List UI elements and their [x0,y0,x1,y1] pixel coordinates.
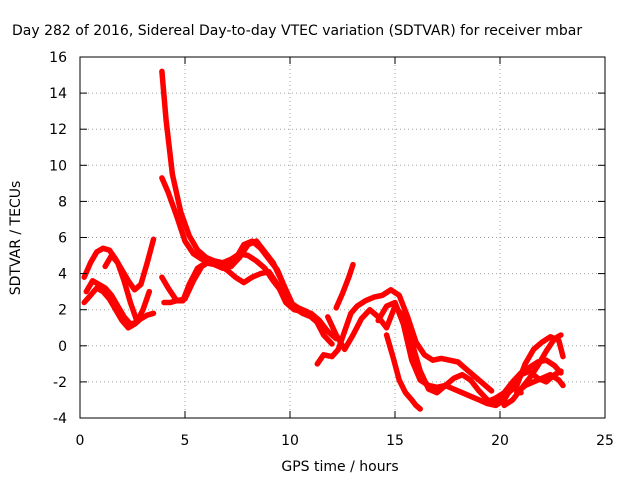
y-tick-label: 8 [58,194,67,210]
series-group [81,68,566,412]
series-sat-4 [102,252,140,324]
series-sat-8 [161,238,293,306]
series-sat-7 [159,258,339,342]
y-tick-label: 0 [58,339,67,355]
series-sat-15 [493,357,564,401]
chart-title: Day 282 of 2016, Sidereal Day-to-day VTE… [12,23,582,39]
series-sat-3 [81,285,157,331]
series-sat-17 [514,371,566,396]
y-tick-label: -4 [53,411,67,427]
y-tick-label: 4 [58,267,67,283]
x-tick-label: 15 [386,433,404,449]
y-tick-label: 16 [49,50,67,66]
series-sat-5 [159,68,335,347]
series-sat-12 [383,332,423,412]
y-tick-label: 2 [58,303,67,319]
y-tick-label: -2 [53,375,67,391]
x-axis-label: GPS time / hours [281,459,398,475]
x-tick-label: 20 [491,433,509,449]
plot-frame [79,56,606,419]
x-tick-label: 5 [181,433,190,449]
y-tick-label: 14 [49,86,67,102]
axes: 0 5 10 15 20 25 -4 -2 0 2 4 6 8 10 12 14 16 [49,50,614,449]
y-axis-label: SDTVAR / TECUs [8,181,24,296]
y-tick-label: 12 [49,122,67,138]
y-tick-label: 6 [58,231,67,247]
series-sat-16 [501,332,564,409]
y-tick-label: 10 [49,158,67,174]
x-tick-label: 10 [281,433,299,449]
x-tick-label: 0 [76,433,85,449]
x-tick-label: 25 [596,433,614,449]
series-sat-11 [333,261,356,311]
series-sat-9 [314,287,495,394]
